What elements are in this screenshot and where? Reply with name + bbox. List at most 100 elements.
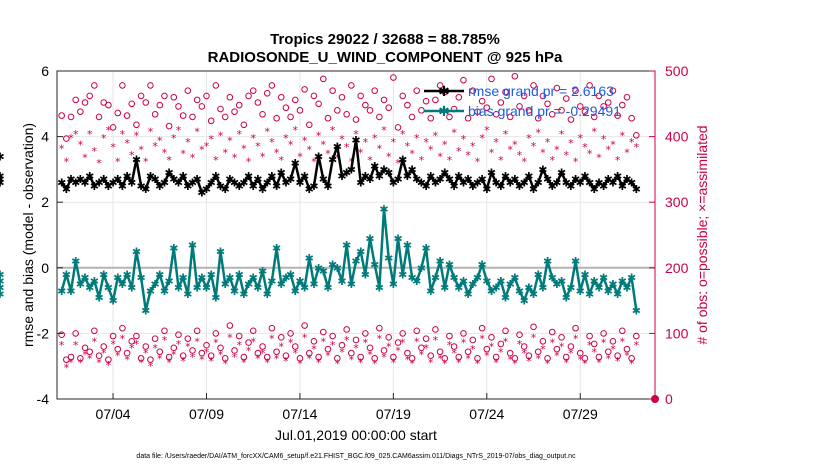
assimilated-obs-marker: * [596,356,602,369]
possible-obs-marker [67,353,75,361]
possible-obs-marker [562,353,570,361]
assimilated-obs-marker: * [204,140,210,153]
rmse-point: ✱ [99,173,108,186]
bias-point: ✱ [221,278,230,291]
possible-obs-marker [385,334,393,341]
possible-obs-marker [348,82,355,89]
assimilated-obs-marker: * [236,339,242,352]
assimilated-obs-marker: * [377,142,383,155]
possible-obs-marker [198,349,206,357]
possible-obs-marker [277,334,285,341]
possible-obs-marker [217,105,224,113]
assimilated-obs-marker: * [517,149,523,162]
possible-obs-marker [226,93,234,101]
bias-point: ✱ [590,275,599,288]
rmse-point: ✱ [356,177,365,190]
assimilated-obs-marker: * [419,154,425,167]
possible-obs-marker [469,87,477,94]
possible-obs-marker [235,332,243,340]
possible-obs-marker [357,353,364,361]
rmse-point: ✱ [235,180,244,193]
bias-point: ✱ [370,259,379,272]
possible-obs-marker [506,113,514,121]
possible-obs-marker [334,355,341,362]
assimilated-obs-marker: * [517,338,523,351]
possible-obs-marker [86,348,94,356]
possible-obs-marker [516,331,523,339]
bias-point: ✱ [57,285,66,298]
bias-point: ✱ [108,295,117,308]
possible-obs-marker [422,97,430,105]
assimilated-obs-marker: * [339,133,345,146]
assimilated-obs-marker: * [592,346,598,359]
assimilated-obs-marker: * [615,154,621,167]
assimilated-obs-marker: * [573,156,579,169]
rmse-point: ✱ [0,150,5,163]
rmse-point: ✱ [608,177,617,190]
possible-obs-marker [352,336,360,344]
bias-point: ✱ [319,265,328,278]
plot-area [57,71,655,399]
possible-obs-marker [165,353,173,361]
bias-point: ✱ [99,268,108,281]
possible-obs-marker [175,103,182,110]
assimilated-obs-marker: * [601,133,607,146]
rmse-series-line [60,138,638,194]
assimilated-obs-marker: * [563,356,569,369]
rmse-point: ✱ [193,173,202,186]
bias-point: ✱ [193,281,202,294]
assimilated-obs-marker: * [92,335,98,348]
possible-obs-marker [123,349,131,357]
bias-point: ✱ [613,288,622,301]
x-tick-label: 07/29 [563,406,598,422]
rmse-point: ✱ [277,167,286,180]
assimilated-obs-marker: * [428,356,434,369]
rmse-point: ✱ [0,177,5,190]
bias-point: ✱ [295,275,304,288]
bias-point: ✱ [524,281,533,294]
possible-obs-marker [161,327,168,335]
bias-point: ✱ [323,281,332,294]
possible-obs-marker [408,355,416,362]
possible-obs-marker [525,352,533,360]
rmse-point: ✱ [211,170,220,183]
possible-obs-marker [380,96,388,104]
possible-obs-marker [86,92,94,100]
rmse-point: ✱ [520,177,529,190]
possible-obs-marker [63,135,70,142]
assimilated-obs-marker: * [465,352,471,365]
assimilated-obs-marker: * [73,339,79,352]
assimilated-obs-marker: * [540,146,546,159]
assimilated-obs-marker: * [288,138,294,151]
assimilated-obs-marker: * [363,136,369,149]
assimilated-obs-marker: * [372,358,378,371]
assimilated-obs-marker: * [578,132,584,145]
assimilated-obs-marker: * [489,341,495,354]
assimilated-obs-marker: * [152,140,158,153]
assimilated-obs-marker: * [260,347,266,360]
bias-point: ✱ [305,252,314,265]
rmse-point: ✱ [267,170,276,183]
possible-obs-marker [273,114,280,122]
possible-obs-marker [483,345,491,353]
possible-obs-marker [450,343,458,350]
possible-obs-marker [291,96,299,104]
assimilated-obs-marker: * [222,358,228,371]
possible-obs-marker [240,121,248,129]
bias-point: ✱ [258,265,267,278]
assimilated-obs-marker: * [578,354,584,367]
assimilated-obs-marker: * [377,333,383,346]
assimilated-obs-marker: * [176,338,182,351]
rmse-point: ✱ [113,173,122,186]
possible-obs-marker [291,343,299,350]
assimilated-obs-marker: * [582,141,588,154]
possible-obs-marker [287,113,294,121]
possible-obs-marker [240,353,248,361]
rmse-point: ✱ [197,186,206,199]
rmse-point: ✱ [604,173,613,186]
possible-obs-marker [586,82,593,89]
possible-obs-marker [231,347,238,354]
assimilated-obs-marker: * [302,331,308,344]
bias-point: ✱ [412,275,421,288]
bias-point: ✱ [263,288,272,301]
